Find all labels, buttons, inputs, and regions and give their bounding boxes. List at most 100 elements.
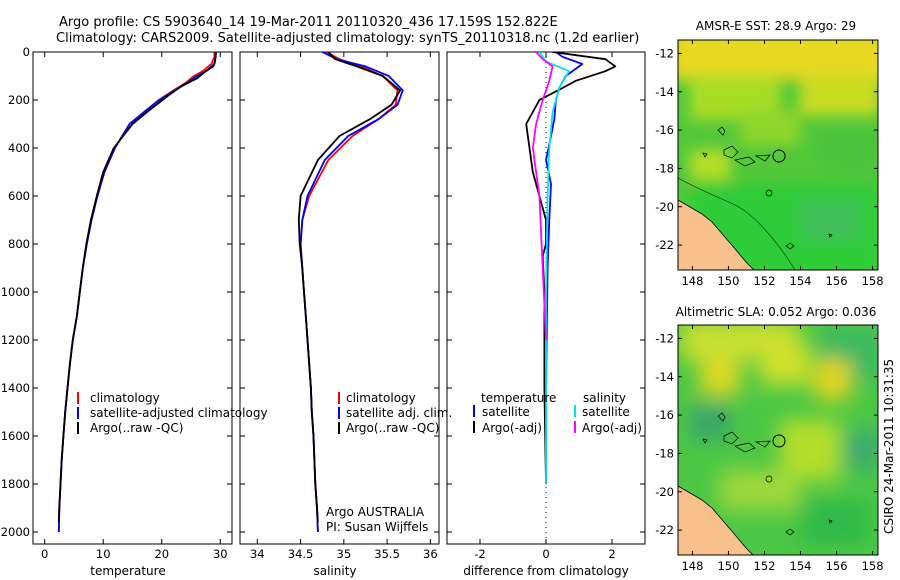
map-y-tick-label: -20 [655,200,674,214]
series-group [57,52,218,533]
salinity-legend: climatology satellite adj. clim. Argo(..… [326,391,452,534]
sla-australia-land [678,486,753,555]
legend-label-temp-argo: Argo(-adj) [482,421,542,435]
legend-heading-salinity: salinity [583,391,626,405]
legend-label-argo: Argo(..raw -QC) [90,421,183,435]
sst-map-axes: 148 150 152 154 156 158 -12 -14 -16 -18 -20 -22 [655,40,884,288]
sst-australia-land [678,200,754,270]
legend-label-satellite: satellite adj. clim. [346,406,452,420]
map-y-tick-label: -18 [655,161,674,175]
legend-label-temp-satellite: satellite [482,405,530,419]
temperature-profile-panel: 0 10 20 30 0 200 400 600 800 1000 1200 1400 1600 1800… [1,45,232,561]
series-line-argo-adj [531,52,554,341]
map-y-tick-label: -16 [655,123,674,137]
sst-map [678,40,878,270]
map-x-tick-label: 156 [826,274,848,288]
map-y-tick-label: -22 [655,523,674,537]
map-x-tick-label: 152 [754,274,776,288]
map-x-tick-label: 148 [681,559,703,573]
series-line-satellite [538,52,570,484]
series-line-argo-raw-qc [297,52,402,523]
map-y-tick-label: -16 [655,408,674,422]
map-y-tick-label: -22 [655,238,674,252]
sla-map-axes: 148 150 152 154 156 158 -12 -14 -16 -18 -20 -22 [655,325,884,573]
legend-label-argo: Argo(..raw -QC) [346,421,439,435]
series-line-climatology [57,52,216,533]
difference-axis-label: difference from climatology [463,564,629,578]
x-tick-label: -2 [474,547,485,561]
map-y-tick-label: -20 [655,485,674,499]
x-tick-label: 34 [250,547,265,561]
sst-coastline [678,199,755,270]
salinity-profile-panel: 34 34.5 35 35.5 36 [240,51,439,561]
argo-note-line2: PI: Susan Wijffels [326,520,428,534]
argo-note-line1: Argo AUSTRALIA [326,505,425,519]
y-tick-label: 1600 [1,429,30,443]
series-group [525,52,617,485]
map-x-tick-label: 158 [862,274,884,288]
y-tick-label: 200 [8,93,30,107]
legend-label-satellite: satellite-adjusted climatology [90,406,268,420]
series-line-satellite-adjusted-climatology [57,52,218,533]
sst-reefs [702,126,771,167]
sst-small-reefs [785,233,833,250]
y-tick-label: 400 [8,141,30,155]
x-tick-label: 20 [154,547,169,561]
sst-map-frame [677,39,879,271]
sla-reef-marker [765,475,773,483]
temperature-panel-frame [32,51,233,545]
map-y-tick-label: -14 [655,85,674,99]
x-tick-label: 30 [213,547,228,561]
sst-argo-position-marker [772,149,786,163]
difference-profile-panel: -2 0 2 [447,51,645,561]
sla-coastline [678,485,754,555]
temperature-axis-label: temperature [90,564,165,578]
sla-argo-position-marker [772,434,786,448]
series-group [297,52,404,533]
map-x-tick-label: 152 [754,559,776,573]
y-tick-label: 0 [23,45,30,59]
y-tick-label: 1200 [1,333,30,347]
map-x-tick-label: 156 [826,559,848,573]
salinity-panel-frame [239,51,440,545]
map-x-tick-label: 158 [862,559,884,573]
side-timestamp-label: CSIRO 24-Mar-2011 10:31:35 [882,359,896,534]
legend-label-sal-satellite: satellite [582,405,630,419]
y-tick-label: 600 [8,189,30,203]
map-x-tick-label: 150 [717,274,739,288]
map-x-tick-label: 154 [790,559,812,573]
y-tick-label: 1000 [1,285,30,299]
x-tick-label: 0 [542,547,549,561]
sla-reefs [702,412,771,453]
sst-map-title: AMSR-E SST: 28.9 Argo: 29 [696,19,856,33]
salinity-axis-label: salinity [313,564,356,578]
sla-field-texture [680,325,878,545]
legend-label-climatology: climatology [346,391,416,405]
x-tick-label: 2 [608,547,615,561]
figure-title-line1: Argo profile: CS 5903640_14 19-Mar-2011 … [59,15,558,30]
series-line-satellite-adj-clim [299,52,404,533]
y-tick-label: 1400 [1,381,30,395]
x-tick-label: 35.5 [374,547,400,561]
map-y-tick-label: -18 [655,446,674,460]
figure-title-line2: Climatology: CARS2009. Satellite-adjuste… [56,31,639,46]
series-line-argo-raw-qc [57,52,217,523]
sst-shelf-contour [678,177,796,270]
map-y-tick-label: -12 [655,331,674,345]
y-tick-label: 2000 [1,525,30,539]
map-x-tick-label: 148 [681,274,703,288]
map-y-tick-label: -14 [655,370,674,384]
sla-map-frame [677,324,879,556]
x-tick-label: 0 [41,547,48,561]
legend-label-sal-argo: Argo(-adj) [582,421,642,435]
x-tick-label: 10 [96,547,111,561]
y-tick-label: 800 [8,237,30,251]
map-x-tick-label: 154 [790,274,812,288]
x-tick-label: 36 [423,547,438,561]
sla-small-reefs [785,519,833,536]
temperature-legend: climatology satellite-adjusted climatolo… [77,391,268,435]
sst-reef-marker [765,189,773,197]
legend-heading-temperature: temperature [481,391,556,405]
difference-legend: temperature salinity satellite Argo(-adj… [473,391,642,435]
